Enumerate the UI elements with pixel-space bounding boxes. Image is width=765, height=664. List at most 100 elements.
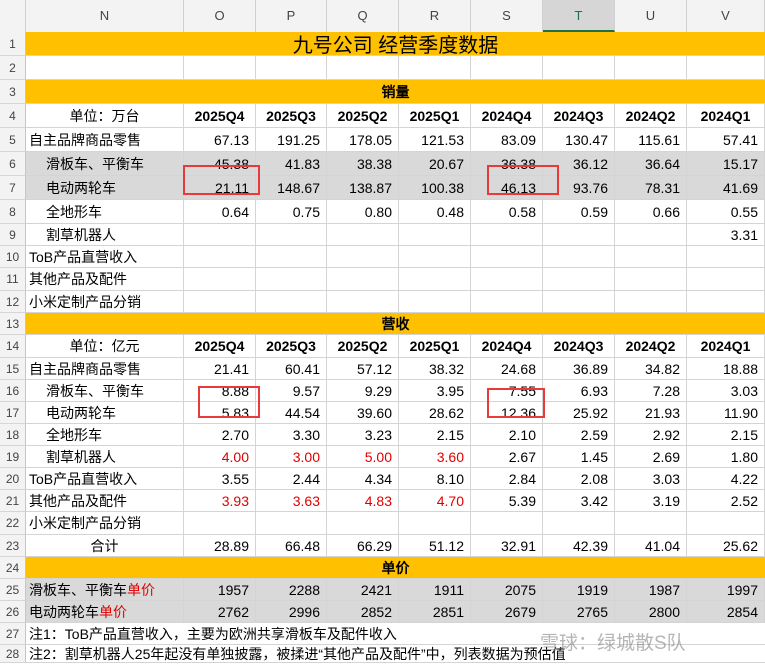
- value-cell[interactable]: [184, 224, 256, 245]
- row-header-27[interactable]: 27: [0, 623, 26, 645]
- column-header-o[interactable]: O: [184, 0, 256, 32]
- total-value-cell[interactable]: 66.29: [327, 535, 399, 556]
- value-cell[interactable]: 3.30: [256, 424, 327, 445]
- sheet-title[interactable]: 九号公司 经营季度数据: [292, 35, 499, 57]
- cell[interactable]: [256, 56, 327, 79]
- value-cell[interactable]: 15.17: [687, 152, 765, 175]
- value-cell[interactable]: 1919: [543, 579, 615, 600]
- value-cell[interactable]: 0.48: [399, 200, 471, 223]
- value-cell[interactable]: [256, 268, 327, 290]
- value-cell[interactable]: [399, 246, 471, 267]
- value-cell[interactable]: 0.58: [471, 200, 543, 223]
- cell[interactable]: [327, 56, 399, 79]
- value-cell[interactable]: 3.31: [687, 224, 765, 245]
- row-label[interactable]: 滑板车、平衡车: [26, 152, 184, 175]
- row-header-2[interactable]: 2: [0, 56, 26, 80]
- row-header-1[interactable]: 1: [0, 32, 26, 56]
- row-header-11[interactable]: 11: [0, 268, 26, 291]
- note-text[interactable]: 注2：割草机器人25年起没有单独披露，被揉进“其他产品及配件”中，列表数据为预估…: [29, 645, 566, 662]
- value-cell[interactable]: 39.60: [327, 402, 399, 423]
- value-cell[interactable]: 2.08: [543, 468, 615, 489]
- value-cell[interactable]: 3.60: [399, 446, 471, 467]
- row-header-10[interactable]: 10: [0, 246, 26, 268]
- value-cell[interactable]: 24.68: [471, 358, 543, 379]
- value-cell[interactable]: 12.36: [471, 402, 543, 423]
- total-value-cell[interactable]: 41.04: [615, 535, 687, 556]
- total-value-cell[interactable]: 32.91: [471, 535, 543, 556]
- row-label[interactable]: ToB产品直营收入: [26, 246, 184, 267]
- value-cell[interactable]: 138.87: [327, 176, 399, 199]
- value-cell[interactable]: 1957: [184, 579, 256, 600]
- value-cell[interactable]: 100.38: [399, 176, 471, 199]
- value-cell[interactable]: 28.62: [399, 402, 471, 423]
- value-cell[interactable]: [615, 268, 687, 290]
- section-title-unit-price[interactable]: 单价: [381, 559, 410, 576]
- value-cell[interactable]: 0.55: [687, 200, 765, 223]
- row-header-19[interactable]: 19: [0, 446, 26, 468]
- row-label[interactable]: 自主品牌商品零售: [26, 128, 184, 151]
- value-cell[interactable]: 21.41: [184, 358, 256, 379]
- value-cell[interactable]: 2.52: [687, 490, 765, 511]
- column-header-u[interactable]: U: [615, 0, 687, 32]
- column-header-s[interactable]: S: [471, 0, 543, 32]
- total-label[interactable]: 合计: [26, 535, 184, 556]
- cell[interactable]: [543, 56, 615, 79]
- value-cell[interactable]: [184, 268, 256, 290]
- cell[interactable]: [687, 56, 765, 79]
- row-label[interactable]: 电动两轮车 单价: [26, 601, 184, 622]
- value-cell[interactable]: 0.75: [256, 200, 327, 223]
- value-cell[interactable]: 2765: [543, 601, 615, 622]
- value-cell[interactable]: 0.64: [184, 200, 256, 223]
- value-cell[interactable]: 36.38: [471, 152, 543, 175]
- value-cell[interactable]: 1.80: [687, 446, 765, 467]
- value-cell[interactable]: 67.13: [184, 128, 256, 151]
- value-cell[interactable]: 130.47: [543, 128, 615, 151]
- quarter-header[interactable]: 2025Q4: [184, 335, 256, 357]
- row-header-28[interactable]: 28: [0, 645, 26, 663]
- value-cell[interactable]: 34.82: [615, 358, 687, 379]
- row-label[interactable]: 其他产品及配件: [26, 490, 184, 511]
- cell[interactable]: [615, 56, 687, 79]
- value-cell[interactable]: [471, 224, 543, 245]
- quarter-header[interactable]: 2025Q2: [327, 104, 399, 127]
- value-cell[interactable]: 3.23: [327, 424, 399, 445]
- value-cell[interactable]: [471, 512, 543, 534]
- value-cell[interactable]: 115.61: [615, 128, 687, 151]
- quarter-header[interactable]: 2024Q3: [543, 104, 615, 127]
- cell[interactable]: [184, 56, 256, 79]
- value-cell[interactable]: 7.55: [471, 380, 543, 401]
- row-header-4[interactable]: 4: [0, 104, 26, 128]
- value-cell[interactable]: [543, 246, 615, 267]
- value-cell[interactable]: [184, 512, 256, 534]
- quarter-header[interactable]: 2025Q3: [256, 335, 327, 357]
- value-cell[interactable]: 3.00: [256, 446, 327, 467]
- note-text[interactable]: 注1：ToB产品直营收入，主要为欧洲共享滑板车及配件收入: [29, 625, 397, 642]
- value-cell[interactable]: 4.00: [184, 446, 256, 467]
- value-cell[interactable]: 2996: [256, 601, 327, 622]
- value-cell[interactable]: [687, 246, 765, 267]
- row-header-17[interactable]: 17: [0, 402, 26, 424]
- value-cell[interactable]: 3.03: [615, 468, 687, 489]
- value-cell[interactable]: 21.93: [615, 402, 687, 423]
- cell[interactable]: [26, 56, 184, 79]
- row-label[interactable]: 全地形车: [26, 200, 184, 223]
- value-cell[interactable]: [327, 268, 399, 290]
- row-header-12[interactable]: 12: [0, 291, 26, 313]
- value-cell[interactable]: 2.84: [471, 468, 543, 489]
- value-cell[interactable]: [256, 224, 327, 245]
- quarter-header[interactable]: 2024Q2: [615, 104, 687, 127]
- row-label[interactable]: 其他产品及配件: [26, 268, 184, 290]
- row-header-20[interactable]: 20: [0, 468, 26, 490]
- value-cell[interactable]: [471, 291, 543, 312]
- value-cell[interactable]: 36.89: [543, 358, 615, 379]
- value-cell[interactable]: 20.67: [399, 152, 471, 175]
- value-cell[interactable]: 93.76: [543, 176, 615, 199]
- value-cell[interactable]: 4.70: [399, 490, 471, 511]
- value-cell[interactable]: 60.41: [256, 358, 327, 379]
- unit-label[interactable]: 单位：亿元: [26, 335, 184, 357]
- value-cell[interactable]: 2075: [471, 579, 543, 600]
- section-title-sales[interactable]: 销量: [381, 83, 410, 100]
- row-header-13[interactable]: 13: [0, 313, 26, 335]
- value-cell[interactable]: [184, 246, 256, 267]
- row-label[interactable]: 电动两轮车: [26, 176, 184, 199]
